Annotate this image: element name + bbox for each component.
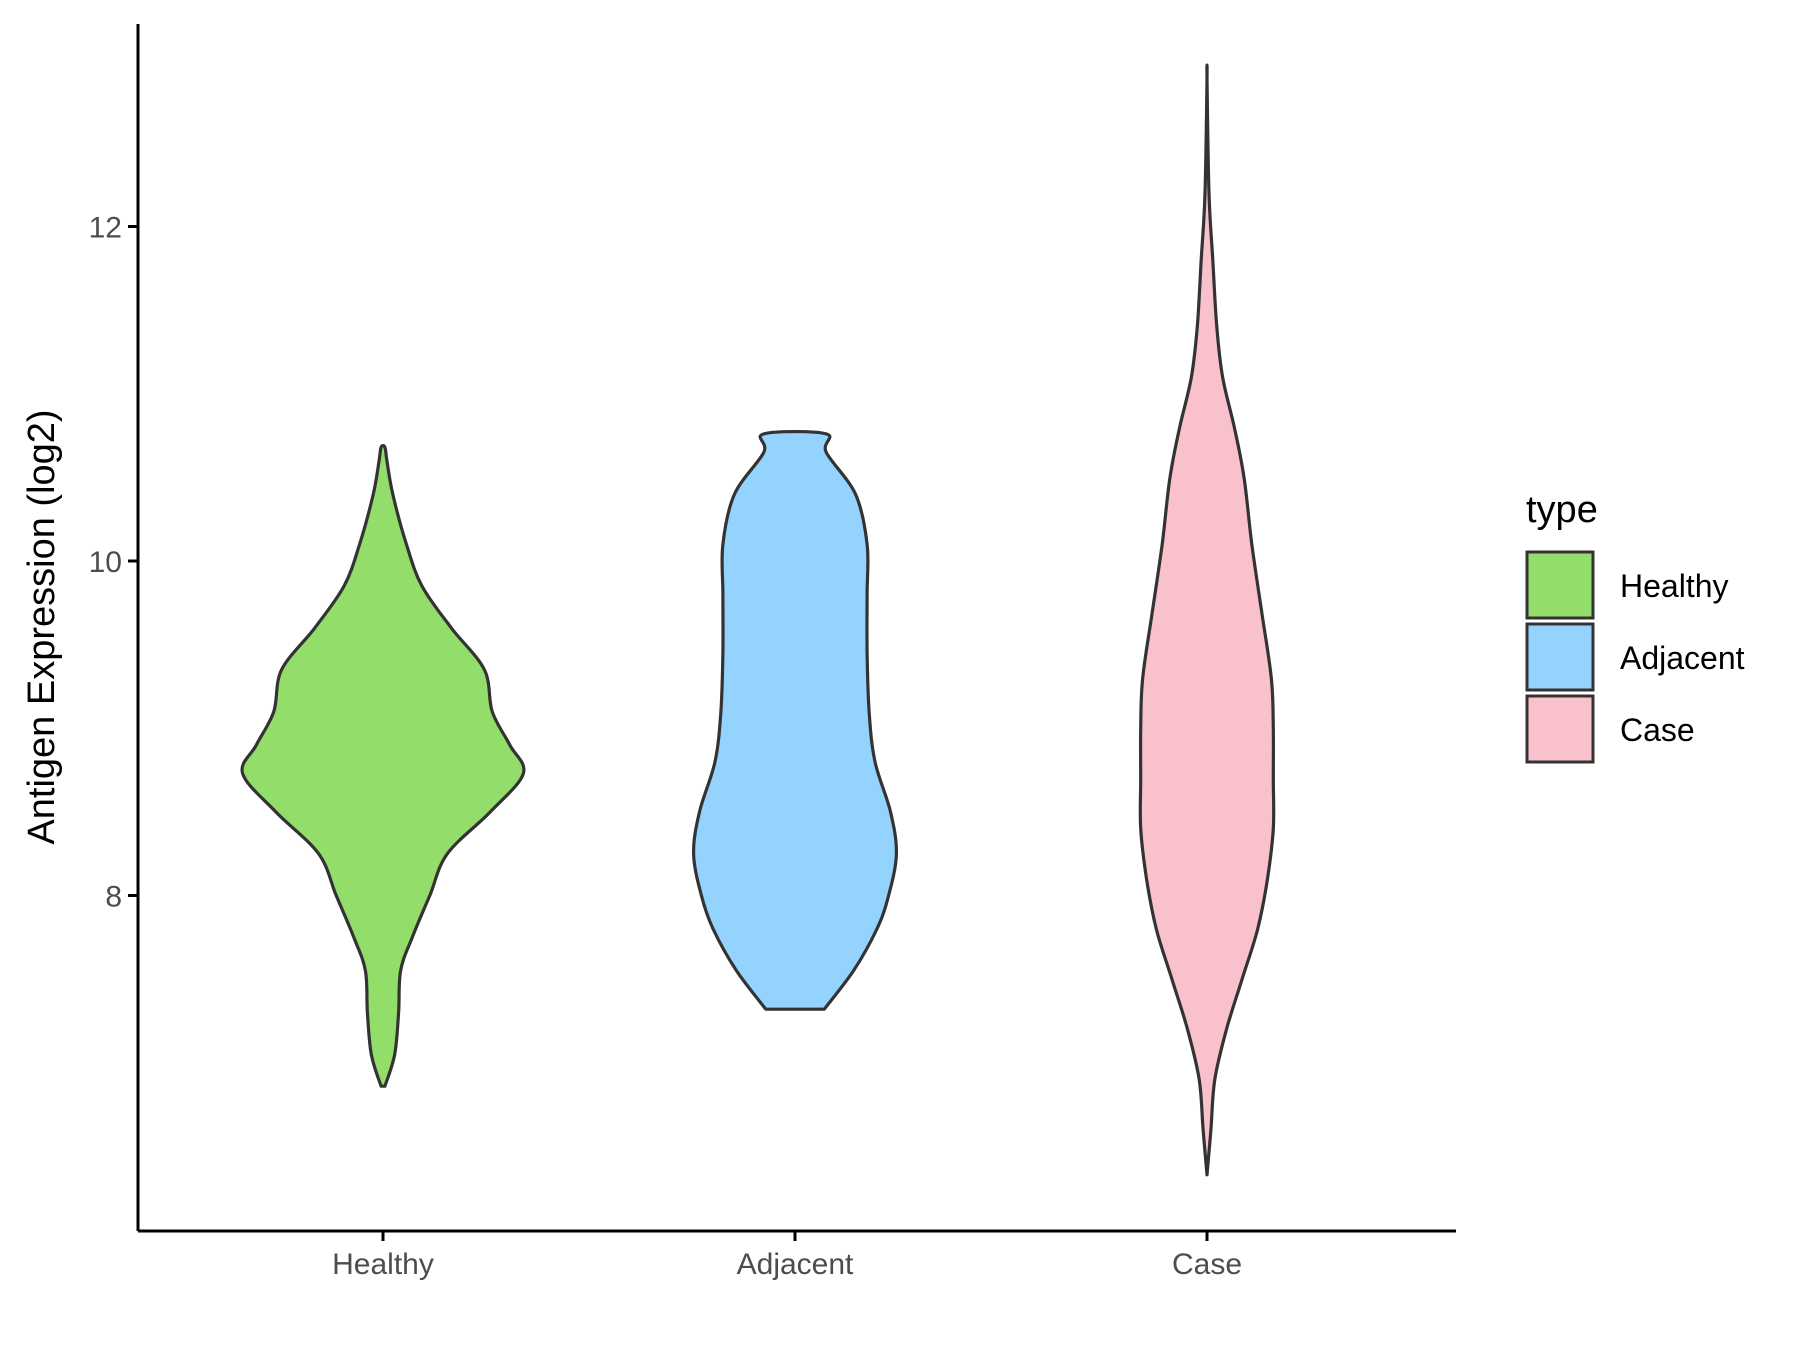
x-tick-label-healthy: Healthy xyxy=(332,1248,434,1281)
violin-healthy xyxy=(240,444,526,1088)
violin-case xyxy=(1138,63,1276,1177)
y-tick-label: 10 xyxy=(89,546,122,579)
x-tick-label-case: Case xyxy=(1172,1248,1242,1281)
y-ticks: 8 10 12 xyxy=(89,212,138,914)
violin-layer xyxy=(240,63,1276,1177)
violin-adjacent xyxy=(691,429,899,1011)
legend-swatch-adjacent xyxy=(1525,622,1595,692)
legend: type Healthy Adjacent Case xyxy=(1525,489,1745,764)
legend-swatch-healthy xyxy=(1525,550,1595,620)
legend-label-adjacent: Adjacent xyxy=(1620,640,1745,676)
y-axis-title: Antigen Expression (log2) xyxy=(21,409,63,844)
legend-items: Healthy Adjacent Case xyxy=(1525,550,1745,764)
y-tick-label: 12 xyxy=(89,212,122,245)
legend-swatch-case xyxy=(1525,694,1595,764)
x-ticks: Healthy Adjacent Case xyxy=(332,1231,1242,1281)
legend-label-healthy: Healthy xyxy=(1620,568,1729,604)
x-tick-label-adjacent: Adjacent xyxy=(737,1248,854,1281)
legend-title: type xyxy=(1526,489,1598,531)
y-tick-label: 8 xyxy=(105,881,122,914)
legend-label-case: Case xyxy=(1620,712,1695,748)
